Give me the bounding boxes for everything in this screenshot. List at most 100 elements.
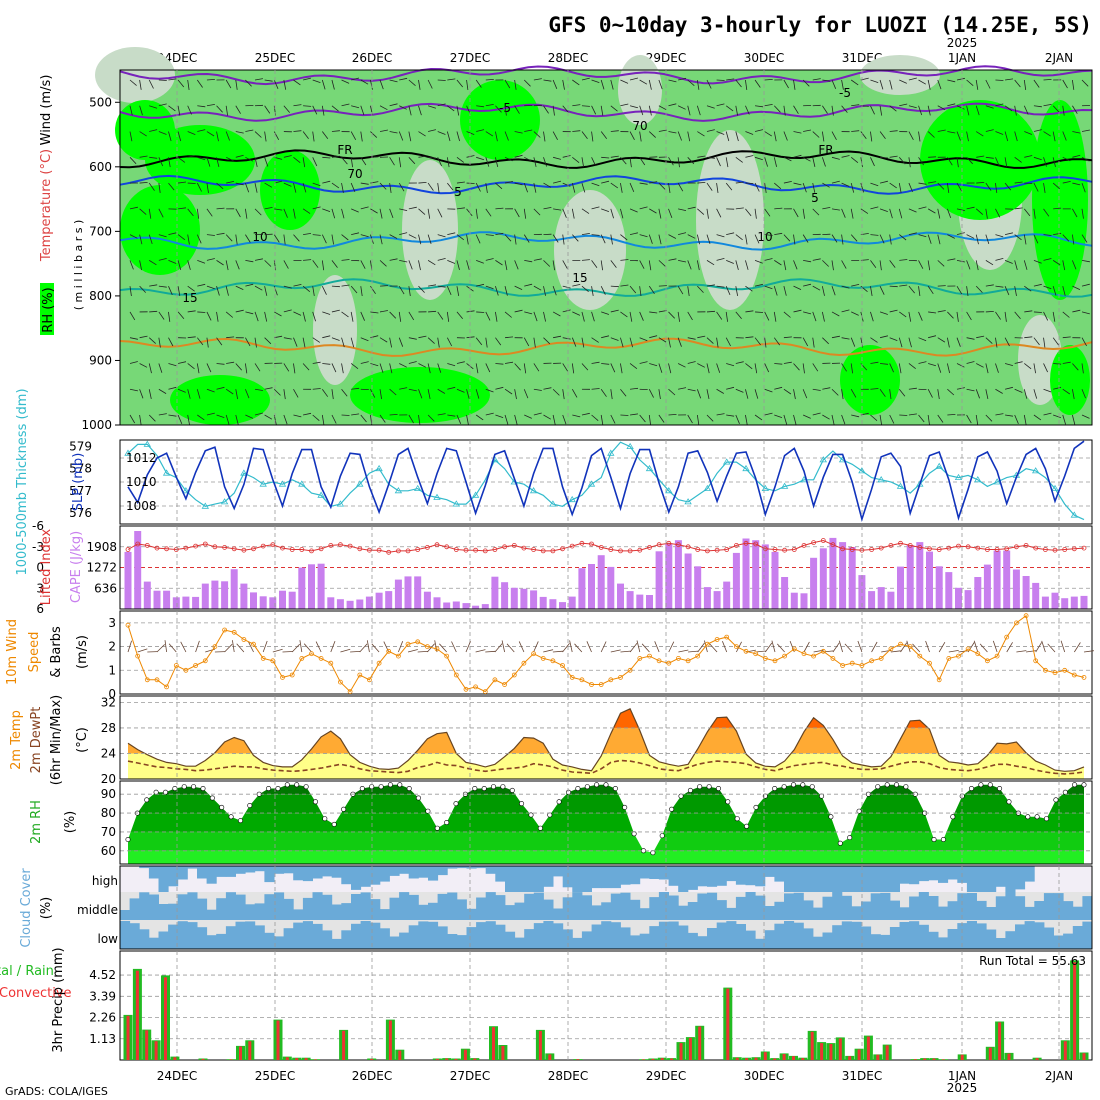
wind-barb — [956, 337, 961, 347]
wind-barb — [918, 79, 926, 85]
wind-barb — [495, 232, 504, 236]
wind10-point — [376, 660, 382, 666]
precip-conv-bar — [201, 1058, 205, 1060]
wind-barb — [226, 336, 235, 339]
wind-barb — [600, 285, 606, 295]
upper-y-tick-label: 1000 — [81, 418, 112, 432]
wind-barb — [1062, 156, 1071, 162]
wind-barb — [726, 363, 735, 367]
wind-barb — [139, 414, 142, 425]
wind-barb — [418, 285, 425, 293]
cloud-middle-bar — [601, 902, 612, 920]
wind-barb — [745, 131, 754, 135]
wind-barb — [1053, 207, 1062, 210]
rh2m-point — [790, 782, 796, 788]
precip-conv-bar — [576, 1059, 580, 1060]
wind-barb — [678, 387, 687, 390]
cloud-middle-bar — [1043, 893, 1054, 920]
wind-barb — [206, 234, 215, 236]
wind-barb — [399, 232, 408, 236]
rh2m-point — [622, 804, 628, 810]
rh2m-point — [434, 825, 440, 831]
cloud-middle-bar — [841, 895, 852, 920]
rh-field-dark — [260, 150, 320, 230]
wind-barb — [379, 129, 388, 132]
rh-field-dark — [115, 100, 175, 160]
wind-barb — [129, 131, 133, 142]
wind-barb — [437, 413, 446, 416]
wind-barb — [158, 388, 167, 394]
lifted-index-point — [791, 547, 797, 552]
wind-barb — [293, 337, 298, 347]
wind-barb — [908, 363, 916, 370]
wind-barb — [129, 79, 137, 86]
wind-barb — [398, 285, 405, 295]
wind-barb — [831, 234, 838, 243]
wind-barb — [725, 157, 729, 168]
wind10-point — [1004, 634, 1010, 640]
wind-barb — [822, 387, 831, 390]
lifted-index-point — [318, 546, 324, 552]
wind-barb — [1081, 414, 1090, 419]
wind10-barb — [1006, 642, 1013, 653]
wind10-barb — [485, 650, 496, 653]
rh2m-point — [772, 785, 778, 791]
precip-conv-bar — [923, 1058, 927, 1060]
wind-barb — [514, 79, 517, 90]
wind-barb — [370, 389, 376, 398]
wind-barb — [504, 131, 509, 141]
wind-barb — [764, 157, 768, 167]
wind-barb — [995, 337, 998, 348]
wind-barb — [889, 79, 893, 90]
wind10-point — [1033, 658, 1039, 664]
cloud-middle-bar — [331, 904, 342, 920]
wind-barb — [706, 129, 715, 132]
rh2m-point — [172, 785, 178, 791]
cape-bar — [935, 566, 943, 609]
wind-barb — [639, 182, 648, 185]
wind-barb — [399, 387, 408, 390]
wind-barb — [427, 105, 437, 109]
wind-barb — [322, 311, 331, 315]
cloud-high-bar — [610, 866, 621, 889]
wind-barb — [870, 157, 875, 167]
wind-barb — [706, 208, 709, 219]
wind10-point — [772, 658, 778, 664]
wind10-barb — [755, 650, 766, 653]
wind-barb — [273, 79, 279, 89]
wind-barb — [504, 388, 513, 395]
cloud-low-bar — [899, 922, 910, 949]
cloud-middle-bar — [687, 902, 698, 920]
wind-barb — [245, 283, 254, 287]
wind-barb — [274, 156, 283, 160]
wind-barb — [687, 361, 696, 364]
lifted-index-point — [328, 543, 334, 548]
wind10-barb — [600, 641, 607, 653]
wind-barb — [206, 285, 215, 290]
lifted-index-point — [453, 547, 459, 552]
cloud-high-bar — [331, 866, 342, 878]
cloud-high-bar — [707, 866, 718, 887]
wind-barb — [158, 285, 167, 288]
cloud-low-bar — [370, 922, 381, 949]
wind-barb — [668, 79, 677, 83]
rh2m-point — [125, 836, 131, 842]
wind-barb — [976, 131, 984, 137]
cloud-middle-bar — [803, 900, 814, 920]
wind-barb — [408, 388, 417, 392]
wind-barb — [254, 131, 262, 138]
wind-barb — [552, 234, 559, 243]
cape-bar — [597, 555, 605, 609]
wind-barb — [418, 131, 426, 137]
wind-barb — [773, 311, 777, 322]
wind-barb — [446, 285, 452, 296]
wind-barb — [225, 286, 229, 296]
wind-barb — [437, 311, 444, 320]
wind-barb — [1033, 182, 1039, 192]
precip-conv-bar — [1007, 1053, 1011, 1060]
temperature-contour — [119, 65, 1093, 86]
cape-bar — [655, 551, 663, 609]
wind-barb — [456, 260, 460, 271]
wind-barb — [148, 234, 153, 245]
